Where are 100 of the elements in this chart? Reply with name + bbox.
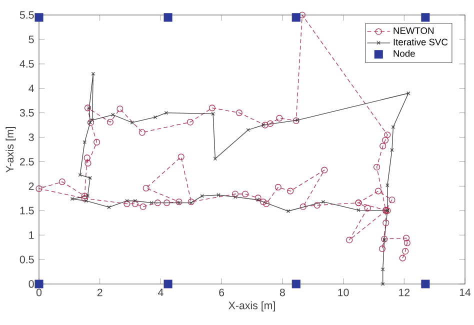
point bbox=[84, 160, 92, 166]
point bbox=[200, 194, 204, 198]
point bbox=[58, 178, 66, 186]
point bbox=[346, 236, 353, 244]
point bbox=[233, 195, 238, 199]
point bbox=[261, 123, 266, 127]
y-tick-label: 3 bbox=[28, 134, 34, 142]
point bbox=[124, 200, 130, 208]
point bbox=[321, 166, 328, 174]
point bbox=[260, 198, 267, 206]
point bbox=[154, 200, 161, 206]
point bbox=[286, 209, 290, 213]
point bbox=[380, 142, 386, 150]
point bbox=[164, 280, 172, 288]
point bbox=[356, 208, 360, 212]
y-tick-label: 3.5 bbox=[20, 109, 34, 117]
point bbox=[150, 200, 154, 205]
point bbox=[34, 13, 44, 22]
point bbox=[236, 110, 242, 116]
point bbox=[404, 240, 410, 246]
point bbox=[421, 280, 430, 288]
x-tick-label: 0 bbox=[36, 288, 42, 296]
point bbox=[254, 194, 262, 202]
point bbox=[382, 136, 389, 144]
point bbox=[132, 200, 138, 208]
point bbox=[242, 190, 249, 198]
point bbox=[421, 13, 430, 22]
point bbox=[287, 188, 294, 194]
point bbox=[375, 188, 382, 194]
point bbox=[274, 184, 282, 190]
x-axis-title: X-axis [m] bbox=[228, 301, 275, 312]
y-tick-label: 4 bbox=[28, 84, 34, 92]
point bbox=[81, 195, 88, 202]
point bbox=[116, 106, 124, 112]
point bbox=[298, 12, 306, 18]
point bbox=[178, 154, 184, 160]
y-tick-label: 5.5 bbox=[20, 11, 34, 19]
point bbox=[90, 118, 94, 122]
point bbox=[386, 183, 390, 188]
point bbox=[107, 205, 111, 210]
point bbox=[384, 132, 391, 138]
y-tick-label: 5 bbox=[28, 36, 34, 44]
point bbox=[314, 202, 320, 209]
x-tick-label: 2 bbox=[97, 288, 102, 296]
point bbox=[382, 220, 390, 226]
x-tick-label: 12 bbox=[399, 288, 410, 296]
point bbox=[292, 280, 300, 288]
point bbox=[402, 248, 409, 255]
point bbox=[292, 13, 300, 22]
point bbox=[208, 104, 216, 112]
point bbox=[91, 72, 96, 76]
point bbox=[378, 246, 386, 252]
y-tick-label: 1 bbox=[29, 231, 34, 239]
x-tick-label: 10 bbox=[338, 288, 349, 296]
point bbox=[138, 129, 146, 136]
point bbox=[164, 200, 170, 206]
point bbox=[262, 122, 268, 128]
y-tick-label: 4.5 bbox=[20, 60, 34, 68]
point bbox=[382, 238, 386, 242]
point bbox=[140, 203, 146, 210]
point bbox=[36, 185, 42, 192]
point bbox=[232, 190, 239, 198]
x-tick-label: 14 bbox=[460, 288, 471, 296]
y-tick-label: 2 bbox=[28, 182, 34, 190]
point bbox=[391, 125, 396, 129]
point bbox=[84, 154, 90, 162]
point bbox=[142, 184, 150, 192]
point bbox=[111, 112, 115, 117]
y-tick-label: 0 bbox=[28, 280, 34, 288]
legend-label: Iterative SVC bbox=[394, 38, 448, 46]
point bbox=[373, 164, 380, 170]
y-tick-label: 0.5 bbox=[20, 256, 34, 264]
point bbox=[276, 114, 283, 122]
point bbox=[34, 280, 44, 288]
point bbox=[381, 236, 388, 242]
y-tick-label: 1.5 bbox=[20, 206, 34, 214]
point bbox=[364, 204, 371, 212]
point bbox=[266, 120, 274, 127]
point bbox=[94, 138, 100, 146]
point bbox=[186, 118, 194, 126]
legend-label: NEWTON bbox=[394, 27, 434, 34]
point bbox=[70, 197, 74, 201]
point bbox=[388, 196, 396, 204]
point bbox=[403, 234, 410, 242]
point bbox=[321, 200, 326, 204]
point bbox=[300, 203, 306, 210]
point bbox=[263, 200, 270, 208]
point bbox=[125, 199, 129, 203]
point bbox=[84, 104, 91, 112]
point bbox=[106, 118, 114, 126]
point bbox=[406, 91, 410, 96]
x-tick-label: 6 bbox=[219, 288, 224, 296]
point bbox=[164, 13, 172, 22]
y-tick-label: 2.5 bbox=[20, 158, 34, 166]
point bbox=[81, 192, 88, 200]
y-axis-title: Y-axis [m] bbox=[6, 127, 16, 172]
point bbox=[87, 106, 92, 110]
legend-label: Node bbox=[394, 50, 415, 57]
point bbox=[86, 194, 90, 198]
x-tick-label: 4 bbox=[158, 288, 164, 296]
